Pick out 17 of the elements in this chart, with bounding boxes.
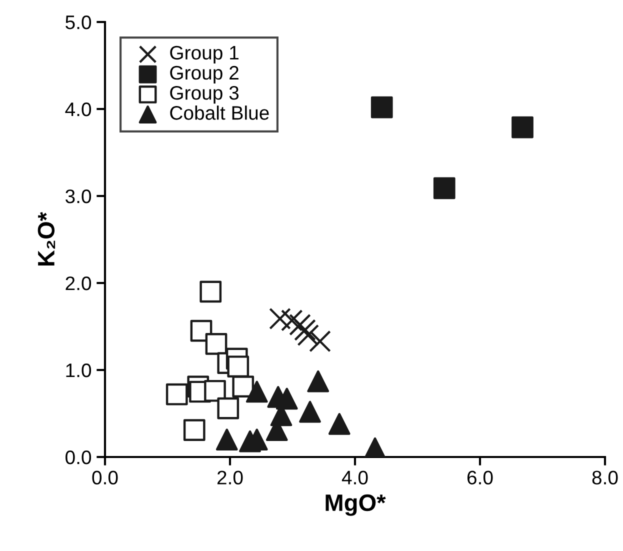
legend-label: Cobalt Blue xyxy=(170,106,269,120)
legend-label: Group 2 xyxy=(170,66,238,84)
x-tick-label: 0.0 xyxy=(92,470,118,484)
x-axis-title: MgO* xyxy=(326,494,386,516)
y-axis-title: K₂O* xyxy=(38,212,56,266)
y-tick-label: 1.0 xyxy=(66,363,92,378)
legend-label: Group 1 xyxy=(170,46,238,64)
x-tick-label: 2.0 xyxy=(217,470,243,484)
y-tick-label: 0.0 xyxy=(66,450,92,464)
y-tick-label: 3.0 xyxy=(66,189,92,204)
x-tick-label: 8.0 xyxy=(592,470,618,484)
y-tick-label: 5.0 xyxy=(66,15,92,30)
x-tick-label: 4.0 xyxy=(342,470,368,484)
y-tick-label: 4.0 xyxy=(65,102,92,116)
legend-label: Group 3 xyxy=(170,86,239,104)
y-tick-label: 2.0 xyxy=(66,276,92,290)
x-tick-label: 6.0 xyxy=(467,470,493,484)
